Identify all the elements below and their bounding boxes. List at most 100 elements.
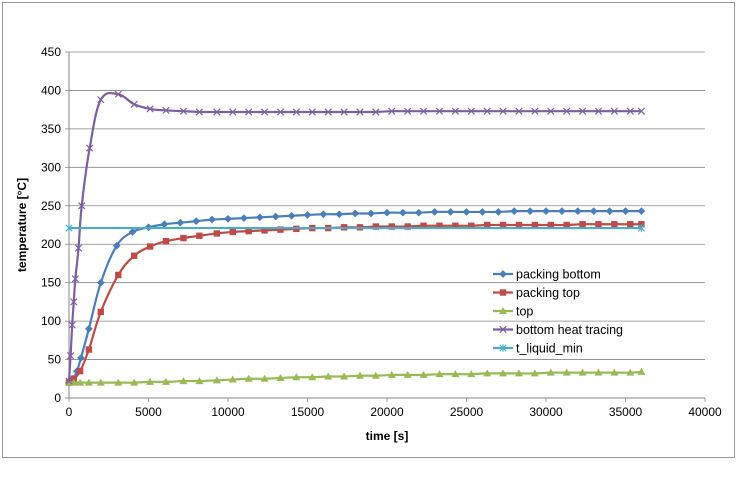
data-point — [420, 222, 427, 229]
data-point — [531, 221, 539, 229]
y-tick-label: 100 — [41, 314, 61, 328]
marker-stroke — [68, 321, 76, 329]
data-point — [261, 227, 268, 234]
series-bottom-heat-tracing — [65, 90, 646, 385]
data-point — [637, 207, 646, 216]
data-point — [404, 107, 412, 115]
y-tick-label: 150 — [41, 276, 61, 290]
legend-marker — [499, 307, 507, 314]
data-point — [430, 207, 439, 216]
data-point — [579, 221, 586, 228]
legend-marker — [499, 289, 507, 296]
data-point — [335, 210, 344, 219]
legend-entry: t_liquid_min — [493, 342, 583, 356]
data-point — [467, 370, 476, 378]
data-point — [468, 222, 475, 229]
legend-entry: top — [493, 305, 533, 319]
data-point — [499, 221, 507, 229]
data-point — [398, 208, 407, 217]
data-point — [388, 223, 395, 230]
data-point — [324, 108, 332, 116]
legend-marker — [499, 270, 507, 278]
data-point — [626, 368, 635, 376]
marker-stroke — [179, 107, 188, 115]
data-point — [626, 107, 634, 115]
data-point — [562, 368, 571, 376]
data-point — [303, 211, 312, 219]
data-point — [161, 377, 170, 385]
marker-stroke — [515, 107, 523, 115]
data-point — [563, 107, 571, 115]
data-point — [308, 373, 317, 381]
data-point — [419, 107, 428, 115]
data-point — [319, 210, 328, 219]
y-axis-title: temperature [°C] — [15, 178, 29, 272]
marker-stroke — [97, 96, 105, 104]
data-point — [483, 369, 492, 377]
data-point — [74, 244, 83, 252]
data-point — [355, 371, 364, 379]
data-point — [245, 227, 252, 235]
data-point — [180, 234, 187, 242]
marker-stroke — [130, 100, 138, 108]
data-point — [372, 108, 380, 116]
data-point — [404, 223, 411, 230]
data-point — [76, 354, 85, 362]
y-tick-label: 50 — [48, 353, 62, 367]
data-point — [292, 373, 301, 381]
data-point — [637, 367, 646, 375]
y-tick-label: 250 — [41, 199, 61, 213]
data-point — [557, 207, 566, 216]
data-point — [292, 108, 300, 116]
data-point — [462, 207, 471, 216]
data-point — [435, 370, 444, 378]
data-point — [483, 107, 491, 115]
data-point — [70, 298, 78, 306]
gridlines — [69, 51, 705, 360]
x-tick-label: 25000 — [450, 405, 484, 419]
data-point — [526, 207, 535, 216]
data-point — [637, 107, 646, 115]
data-point — [195, 108, 204, 116]
legend-marker — [499, 344, 507, 352]
marker-stroke — [162, 106, 170, 115]
x-tick-label: 30000 — [529, 405, 563, 419]
data-point — [324, 372, 333, 380]
marker-stroke — [388, 107, 396, 115]
data-point — [308, 108, 316, 116]
data-point — [245, 108, 253, 116]
marker-stroke — [70, 298, 78, 306]
data-point — [68, 321, 76, 329]
data-point — [179, 107, 188, 115]
data-point — [610, 368, 619, 376]
data-point — [277, 226, 284, 233]
data-point — [372, 223, 380, 230]
data-point — [467, 107, 475, 115]
data-point — [542, 207, 550, 216]
marker-stroke — [578, 107, 587, 115]
data-point — [530, 369, 539, 377]
data-point — [146, 243, 154, 250]
marker-stroke — [594, 107, 603, 115]
data-point — [208, 215, 217, 224]
data-point — [85, 346, 93, 353]
x-axis-title: time [s] — [366, 429, 409, 443]
data-point — [547, 107, 555, 115]
data-point — [356, 108, 364, 116]
data-point — [130, 378, 139, 386]
data-point — [84, 324, 93, 333]
series-layer — [65, 90, 646, 387]
marker-stroke — [637, 107, 646, 115]
data-point — [176, 218, 185, 227]
marker-stroke — [372, 108, 380, 116]
data-point — [86, 144, 94, 152]
data-point — [414, 208, 423, 217]
data-point — [451, 370, 460, 378]
series-line — [69, 370, 642, 384]
marker-stroke — [86, 144, 94, 152]
data-point — [65, 224, 73, 232]
series-top — [65, 367, 646, 386]
data-point — [514, 369, 523, 377]
data-point — [213, 108, 221, 116]
data-point — [112, 241, 121, 250]
